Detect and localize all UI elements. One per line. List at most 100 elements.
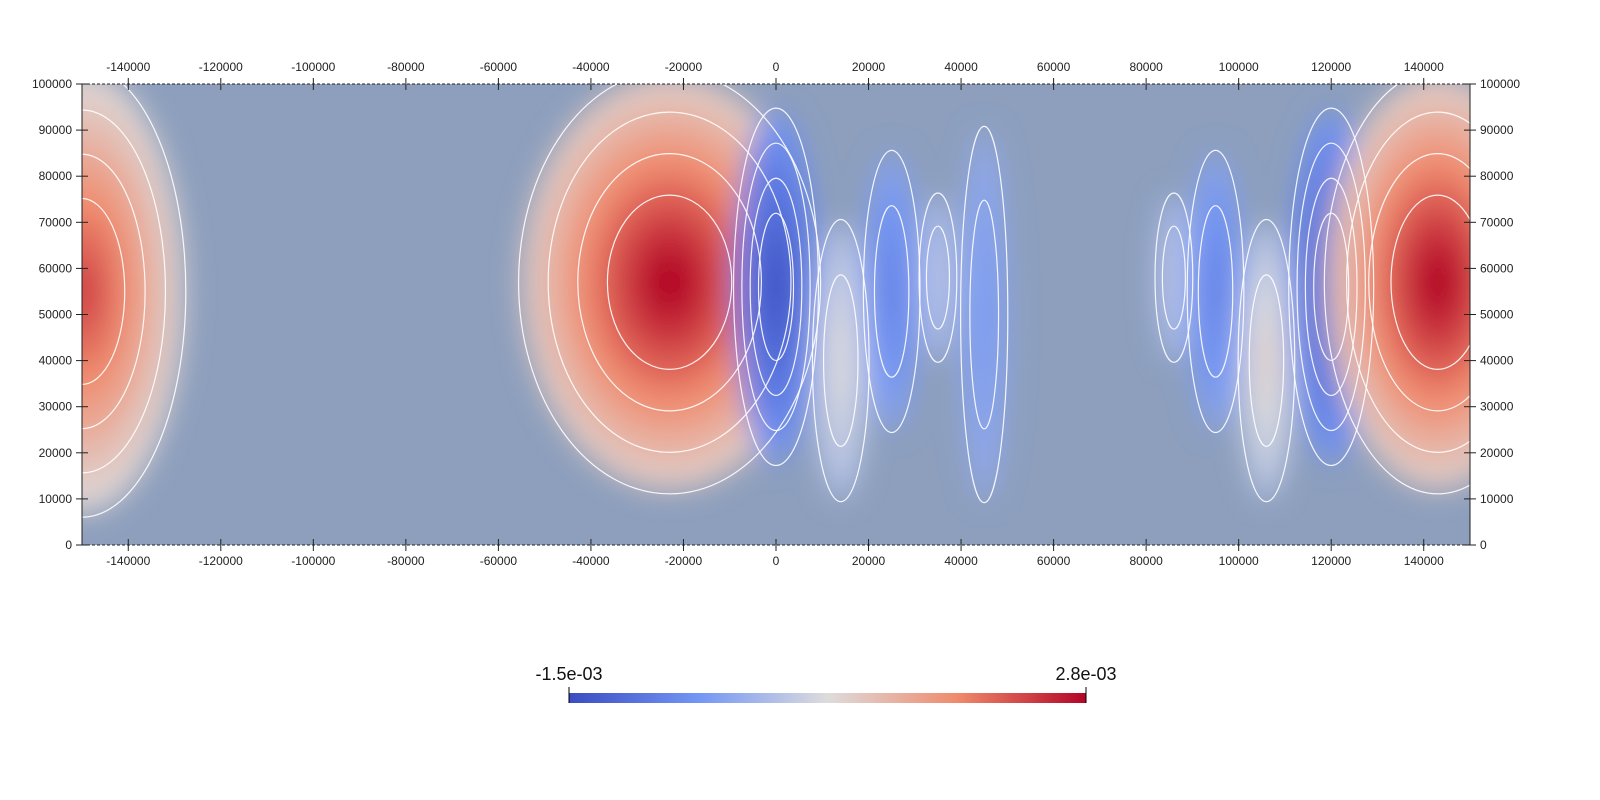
x-tick-label-bottom: 80000 bbox=[1129, 554, 1163, 568]
contour-line bbox=[1237, 218, 1296, 503]
x-tick-label-top: 80000 bbox=[1129, 60, 1163, 74]
y-tick-label-left: 60000 bbox=[39, 261, 73, 275]
y-tick-label-right: 50000 bbox=[1480, 308, 1514, 322]
y-tick-label-left: 100000 bbox=[32, 77, 72, 91]
contour-line bbox=[1288, 107, 1375, 467]
axis-layer: -140000 -140000 -120000 -120000 -100000 -1000… bbox=[32, 60, 1520, 568]
x-tick-label-bottom: 0 bbox=[773, 554, 780, 568]
contour-line bbox=[1390, 194, 1470, 370]
contour-line bbox=[1186, 149, 1245, 434]
y-tick-label-right: 20000 bbox=[1480, 446, 1514, 460]
colorbar-min-label: -1.5e-03 bbox=[535, 664, 602, 684]
x-tick-label-top: 40000 bbox=[944, 60, 978, 74]
contour-line bbox=[1323, 84, 1470, 495]
contour-layer bbox=[82, 84, 1470, 518]
y-tick-label-right: 70000 bbox=[1480, 215, 1514, 229]
y-tick-label-right: 60000 bbox=[1480, 261, 1514, 275]
x-tick-label-top: 100000 bbox=[1219, 60, 1259, 74]
contour-line bbox=[1296, 142, 1366, 432]
y-tick-label-right: 30000 bbox=[1480, 400, 1514, 414]
x-tick-label-top: -100000 bbox=[291, 60, 335, 74]
field-feature-11-level-5 bbox=[1419, 247, 1457, 317]
field-feature-5-level-5 bbox=[934, 263, 942, 292]
x-tick-label-top: -120000 bbox=[199, 60, 243, 74]
x-tick-label-bottom: -20000 bbox=[665, 554, 703, 568]
y-tick-label-right: 90000 bbox=[1480, 123, 1514, 137]
contour-line bbox=[873, 205, 910, 378]
y-tick-label-right: 80000 bbox=[1480, 169, 1514, 183]
y-tick-label-right: 100000 bbox=[1480, 77, 1520, 91]
y-tick-label-right: 10000 bbox=[1480, 492, 1514, 506]
x-tick-label-top: 120000 bbox=[1311, 60, 1351, 74]
x-tick-label-bottom: 40000 bbox=[944, 554, 978, 568]
y-tick-label-left: 0 bbox=[65, 538, 72, 552]
x-tick-label-top: -60000 bbox=[480, 60, 518, 74]
field-feature-7-level-5 bbox=[1170, 263, 1177, 292]
field-feature-9-level-5 bbox=[1261, 337, 1272, 384]
contour-line bbox=[1161, 225, 1186, 330]
contour-line bbox=[82, 84, 187, 518]
contour-line bbox=[518, 84, 822, 495]
y-tick-label-left: 30000 bbox=[39, 400, 73, 414]
field-feature-4-level-5 bbox=[887, 268, 897, 315]
contour-line bbox=[969, 199, 1000, 430]
y-tick-label-right: 0 bbox=[1480, 538, 1487, 552]
y-tick-label-left: 10000 bbox=[39, 492, 73, 506]
contour-line bbox=[1154, 192, 1194, 363]
y-tick-label-left: 40000 bbox=[39, 354, 73, 368]
contour-line bbox=[1248, 274, 1285, 447]
y-tick-label-left: 20000 bbox=[39, 446, 73, 460]
x-tick-label-bottom: -80000 bbox=[387, 554, 425, 568]
field-feature-0-level-5 bbox=[82, 254, 99, 329]
contour-line bbox=[741, 142, 811, 432]
field-blobs bbox=[82, 84, 1470, 513]
colorbar: -1.5e-03 2.8e-03 bbox=[535, 664, 1117, 703]
contour-line bbox=[577, 153, 762, 412]
x-tick-label-top: -140000 bbox=[106, 60, 150, 74]
contour-line bbox=[960, 125, 1009, 504]
field-feature-2-level-5 bbox=[769, 257, 783, 317]
field-feature-8-level-5 bbox=[1210, 268, 1221, 315]
contour-line bbox=[1345, 111, 1470, 453]
x-tick-label-bottom: -60000 bbox=[480, 554, 518, 568]
contour-line bbox=[606, 194, 733, 370]
contour-line bbox=[918, 192, 958, 363]
x-tick-label-bottom: 140000 bbox=[1404, 554, 1444, 568]
field-feature-1-level-5 bbox=[644, 247, 695, 317]
contour-line bbox=[82, 153, 146, 430]
contour-line bbox=[925, 225, 951, 330]
contour-line bbox=[1313, 212, 1350, 362]
contour-line bbox=[1304, 177, 1358, 397]
contour-line bbox=[82, 197, 126, 385]
x-tick-label-bottom: -120000 bbox=[199, 554, 243, 568]
contour-line bbox=[1197, 205, 1234, 378]
x-tick-label-bottom: 100000 bbox=[1219, 554, 1259, 568]
contour-line bbox=[749, 177, 803, 397]
y-tick-label-left: 80000 bbox=[39, 169, 73, 183]
x-tick-label-bottom: -140000 bbox=[106, 554, 150, 568]
x-tick-label-bottom: -40000 bbox=[572, 554, 610, 568]
x-tick-label-bottom: 60000 bbox=[1037, 554, 1071, 568]
x-tick-label-top: -20000 bbox=[665, 60, 703, 74]
contour-line bbox=[862, 149, 921, 434]
y-tick-label-right: 40000 bbox=[1480, 354, 1514, 368]
colorbar-max-label: 2.8e-03 bbox=[1055, 664, 1116, 684]
x-tick-label-top: 140000 bbox=[1404, 60, 1444, 74]
x-tick-label-bottom: 20000 bbox=[852, 554, 886, 568]
x-tick-label-top: -80000 bbox=[387, 60, 425, 74]
contour-line bbox=[1368, 153, 1470, 412]
x-tick-label-top: 60000 bbox=[1037, 60, 1071, 74]
x-tick-label-bottom: -100000 bbox=[291, 554, 335, 568]
contour-line bbox=[82, 109, 167, 474]
field-feature-3-level-5 bbox=[836, 337, 846, 384]
x-tick-label-top: 0 bbox=[773, 60, 780, 74]
contour-line bbox=[547, 111, 792, 453]
contour-line bbox=[732, 107, 820, 467]
field-layer bbox=[82, 84, 1470, 545]
x-tick-label-bottom: 120000 bbox=[1311, 554, 1351, 568]
field-feature-6-level-5 bbox=[980, 283, 989, 346]
x-tick-label-top: 20000 bbox=[852, 60, 886, 74]
y-tick-label-left: 70000 bbox=[39, 215, 73, 229]
y-tick-label-left: 50000 bbox=[39, 308, 73, 322]
